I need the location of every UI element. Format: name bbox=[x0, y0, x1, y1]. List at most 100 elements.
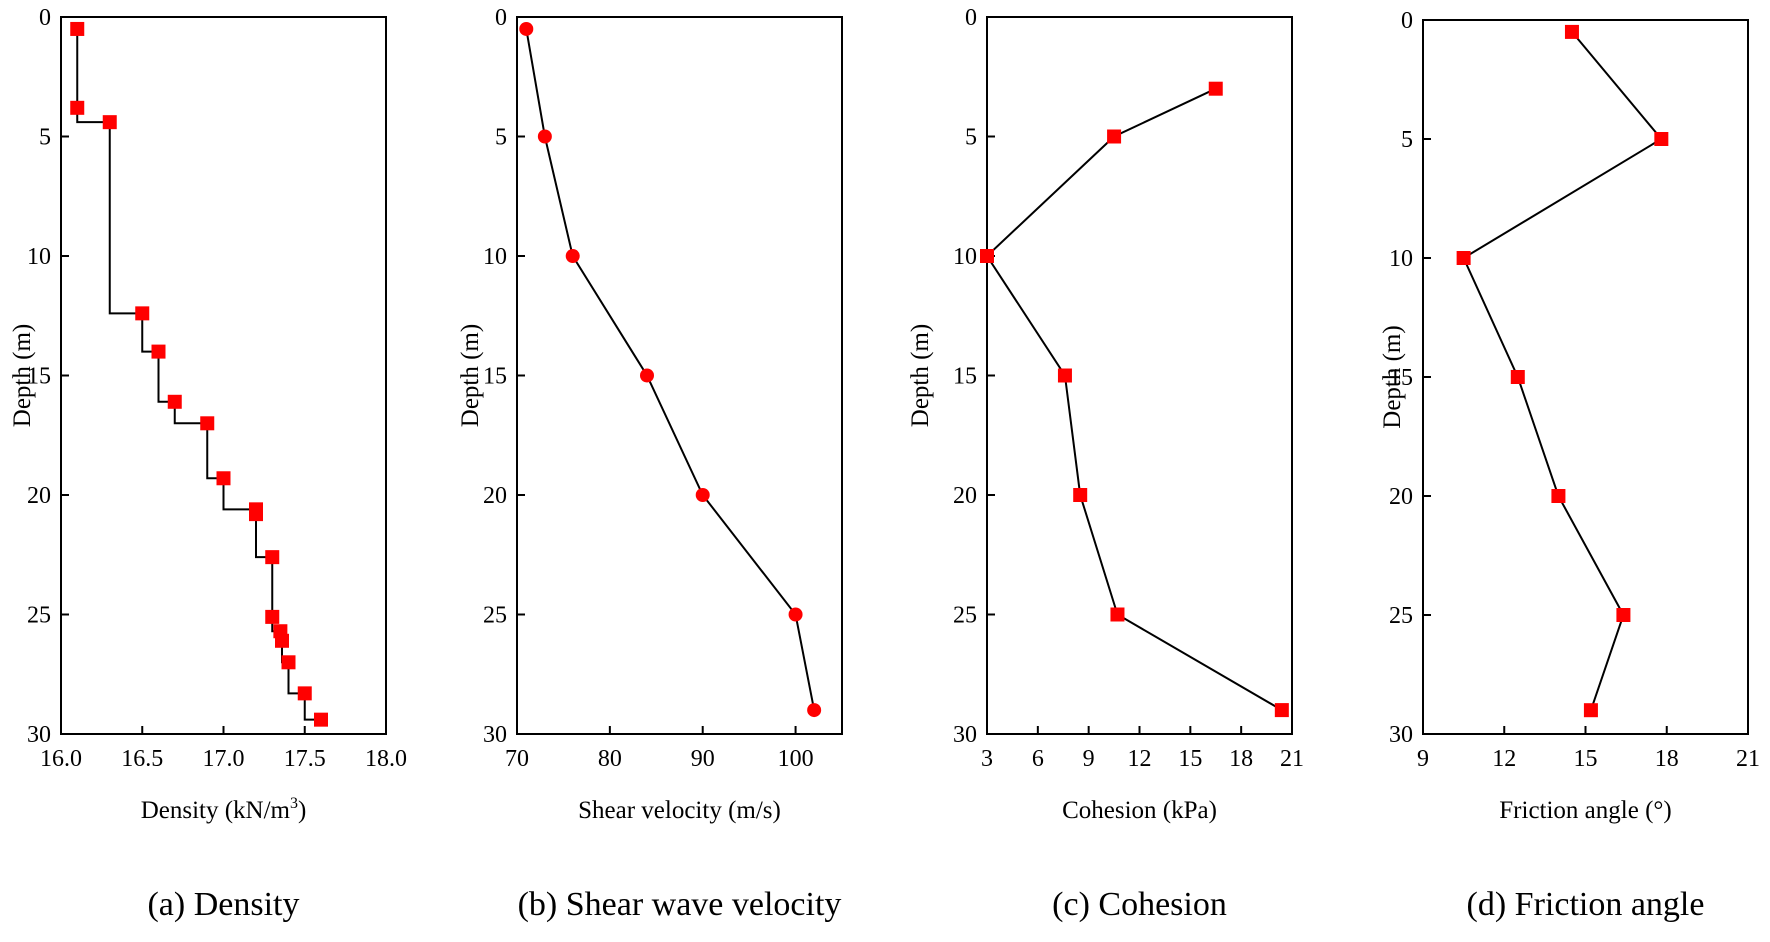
y-axis-label: Depth (m) bbox=[907, 324, 934, 427]
panel-cohesion: 0 5 10 15 20 25 303 6 9 12 15 18 21 Cohesion (kPa) Dep… bbox=[907, 5, 1304, 923]
data-point bbox=[265, 550, 280, 565]
data-point bbox=[314, 712, 328, 727]
y-tick-label: 20 bbox=[27, 483, 51, 509]
plot-frame bbox=[1422, 19, 1749, 735]
data-point bbox=[1073, 488, 1088, 502]
x-tick-label: 18.0 bbox=[365, 746, 407, 772]
y-tick-label: 10 bbox=[27, 244, 51, 270]
y-tick-label: 20 bbox=[483, 483, 507, 509]
y-tick-label: 15 bbox=[27, 364, 51, 390]
series-line bbox=[1462, 31, 1663, 711]
x-tick-label: 15 bbox=[1178, 746, 1202, 772]
x-tick-label: 17.0 bbox=[203, 746, 245, 772]
data-point bbox=[102, 115, 117, 130]
y-tick-label: 15 bbox=[953, 364, 977, 390]
y-tick-label: 30 bbox=[27, 722, 51, 748]
data-point bbox=[807, 703, 822, 718]
x-axis-label: Cohesion (kPa) bbox=[1062, 797, 1217, 824]
y-axis-label: Depth (m) bbox=[457, 324, 484, 427]
plot-frame bbox=[516, 16, 843, 735]
data-point bbox=[265, 609, 280, 624]
x-tick-label: 12 bbox=[1492, 746, 1516, 772]
data-point bbox=[1057, 368, 1072, 383]
data-point bbox=[1274, 703, 1289, 718]
data-point bbox=[640, 368, 654, 383]
data-point bbox=[281, 655, 296, 670]
y-tick-label: 5 bbox=[1401, 127, 1413, 153]
series-line bbox=[76, 28, 321, 721]
data-point bbox=[1456, 251, 1471, 265]
x-tick-label: 15 bbox=[1574, 746, 1598, 772]
x-tick-label: 16.0 bbox=[40, 746, 82, 772]
x-tick-label: 80 bbox=[598, 746, 622, 772]
data-point bbox=[275, 633, 289, 648]
x-axis-label: Density (kN/m3) bbox=[141, 795, 307, 824]
data-point bbox=[200, 416, 215, 431]
y-tick-label: 5 bbox=[495, 125, 507, 151]
y-tick-label: 0 bbox=[495, 5, 507, 31]
y-tick-label: 30 bbox=[1389, 722, 1413, 748]
x-tick-label: 18 bbox=[1655, 746, 1679, 772]
data-point bbox=[1654, 132, 1669, 146]
y-tick-label: 20 bbox=[1389, 484, 1413, 510]
y-tick-label: 0 bbox=[39, 5, 51, 31]
data-point bbox=[788, 607, 803, 622]
data-point bbox=[1110, 607, 1125, 622]
y-tick-label: 25 bbox=[483, 603, 507, 629]
x-tick-label: 3 bbox=[981, 746, 993, 772]
data-point bbox=[519, 21, 534, 36]
x-tick-label: 9 bbox=[1083, 746, 1095, 772]
y-tick-label: 25 bbox=[953, 603, 977, 629]
data-point bbox=[1616, 608, 1631, 622]
data-point bbox=[70, 100, 85, 115]
data-point bbox=[695, 488, 710, 502]
x-axis-label: Shear velocity (m/s) bbox=[578, 797, 781, 824]
y-tick-label: 15 bbox=[1389, 365, 1413, 391]
data-point bbox=[167, 394, 182, 409]
x-tick-label: 21 bbox=[1280, 746, 1304, 772]
data-point bbox=[537, 129, 552, 144]
x-tick-label: 12 bbox=[1128, 746, 1152, 772]
data-point bbox=[135, 306, 150, 321]
data-point bbox=[1510, 370, 1525, 384]
y-axis-label: Depth (m) bbox=[9, 324, 36, 427]
panel-caption: (d) Friction angle bbox=[1467, 886, 1705, 923]
panel-friction-angle: 0 5 10 15 20 25 309 12 15 18 21 Friction angle (°) D… bbox=[1379, 8, 1760, 923]
x-tick-label: 90 bbox=[691, 746, 715, 772]
x-tick-label: 9 bbox=[1417, 746, 1429, 772]
y-tick-label: 10 bbox=[483, 244, 507, 270]
series-line bbox=[985, 87, 1283, 711]
x-tick-label: 70 bbox=[505, 746, 529, 772]
x-tick-label: 18 bbox=[1229, 746, 1253, 772]
data-point bbox=[1583, 703, 1598, 718]
panel-caption: (b) Shear wave velocity bbox=[518, 886, 842, 923]
data-point bbox=[151, 344, 166, 359]
y-tick-label: 30 bbox=[483, 722, 507, 748]
x-tick-label: 21 bbox=[1736, 746, 1760, 772]
x-tick-label: 17.5 bbox=[284, 746, 326, 772]
y-tick-label: 0 bbox=[1401, 8, 1413, 34]
data-point bbox=[1208, 81, 1223, 96]
y-tick-label: 30 bbox=[953, 722, 977, 748]
panel-caption: (c) Cohesion bbox=[1052, 886, 1227, 923]
y-tick-label: 20 bbox=[953, 483, 977, 509]
data-point bbox=[216, 471, 231, 486]
series-line bbox=[525, 28, 816, 711]
y-tick-label: 5 bbox=[965, 125, 977, 151]
data-point bbox=[1107, 129, 1122, 144]
data-point bbox=[1551, 489, 1566, 503]
y-tick-label: 10 bbox=[953, 244, 977, 270]
y-tick-label: 5 bbox=[39, 125, 51, 151]
y-axis-label: Depth (m) bbox=[1379, 325, 1406, 428]
data-point bbox=[565, 249, 580, 263]
x-tick-label: 100 bbox=[778, 746, 814, 772]
data-point bbox=[1564, 24, 1579, 39]
y-tick-label: 25 bbox=[27, 603, 51, 629]
data-point bbox=[980, 249, 994, 263]
data-point bbox=[297, 686, 312, 701]
x-tick-label: 6 bbox=[1032, 746, 1044, 772]
panel-caption: (a) Density bbox=[147, 886, 299, 923]
